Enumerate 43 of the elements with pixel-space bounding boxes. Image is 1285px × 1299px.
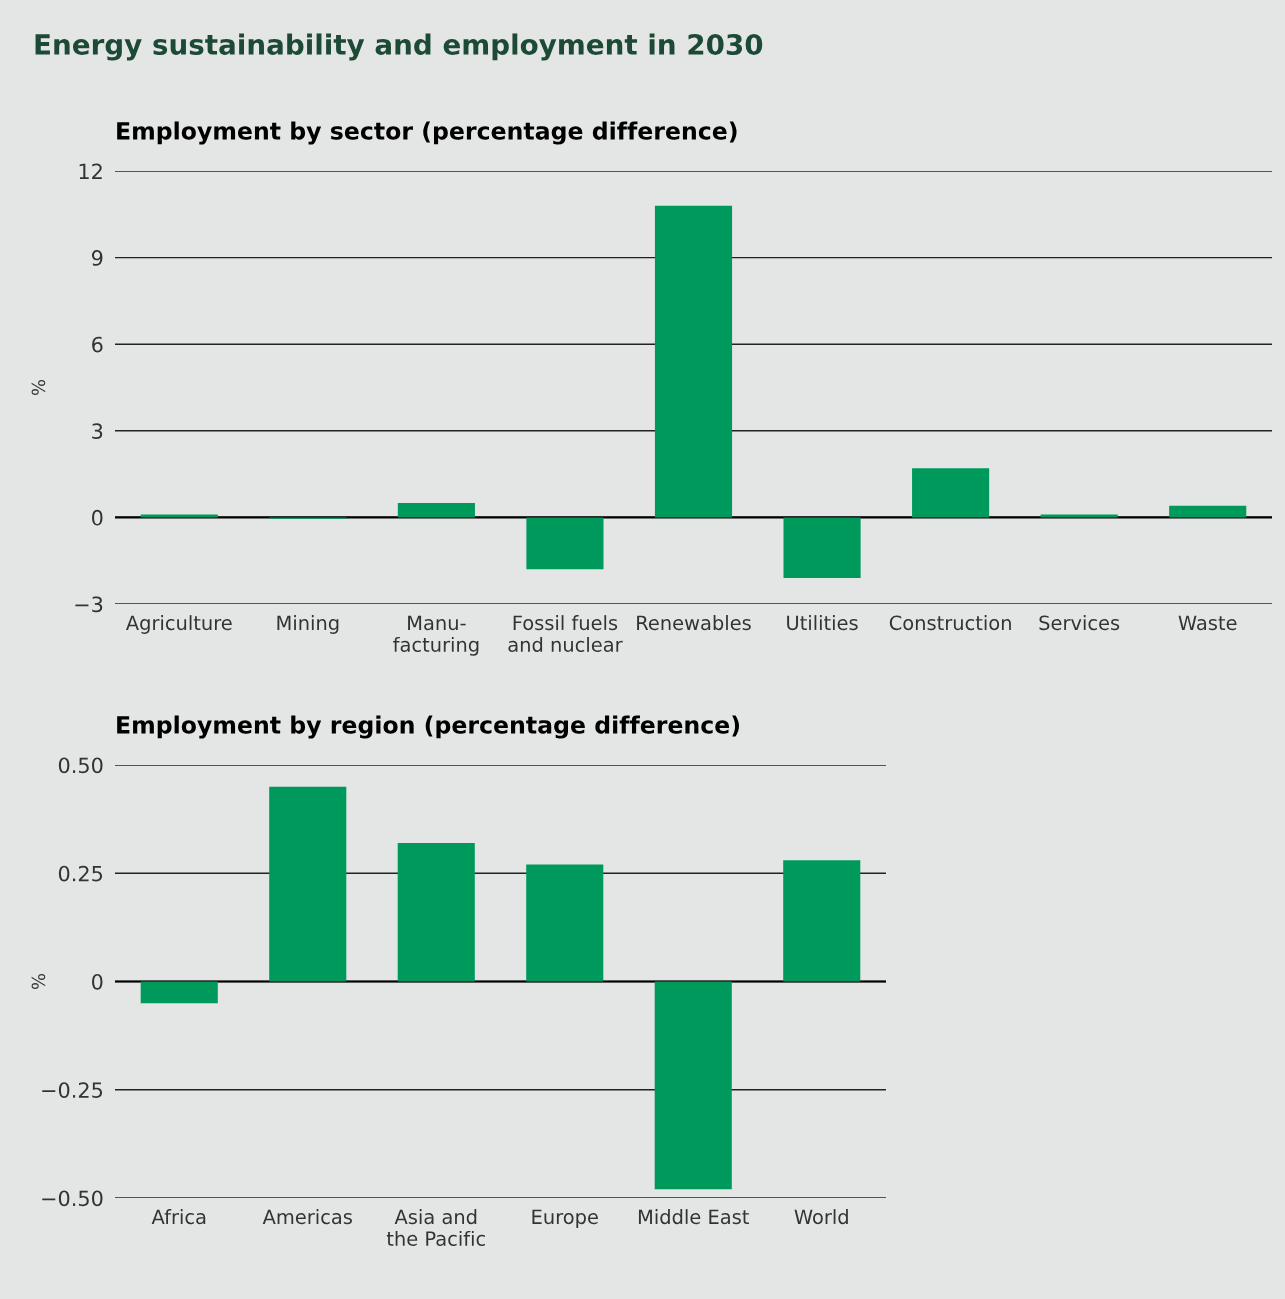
bar — [1169, 505, 1247, 518]
chart-subtitle: Employment by sector (percentage difference) — [117, 121, 737, 145]
bar — [397, 842, 475, 982]
y-tick-label: −0.25 — [42, 1082, 103, 1098]
bar — [654, 205, 733, 518]
x-tick-label: Waste — [1178, 615, 1237, 631]
bar — [397, 502, 475, 518]
bar — [526, 864, 604, 982]
x-tick-label: Manu- facturing — [393, 615, 479, 656]
x-tick-label: Asia and the Pacific — [386, 1209, 485, 1246]
y-tick-label: 3 — [92, 423, 103, 440]
y-axis-title: % — [31, 379, 46, 396]
y-tick-label: 0.50 — [58, 757, 103, 774]
y-tick-label: 0 — [92, 973, 103, 990]
x-tick-label: Middle East — [638, 1209, 749, 1225]
y-tick-label: 0 — [92, 509, 103, 526]
x-tick-label: Services — [1039, 615, 1120, 631]
y-tick-label: −0.50 — [42, 1190, 103, 1207]
chart-title: Energy sustainability and employment in 2030 — [35, 33, 763, 61]
bar — [654, 981, 732, 1190]
x-tick-label: Agriculture — [125, 615, 232, 634]
bar — [912, 468, 990, 518]
y-tick-label: 9 — [91, 250, 103, 266]
y-axis-title: % — [31, 973, 46, 990]
x-tick-label: Fossil fuels and nuclear — [508, 615, 623, 652]
x-tick-label: Africa — [151, 1209, 206, 1225]
y-tick-label: 0.25 — [58, 865, 103, 882]
y-tick-label: −3 — [75, 596, 103, 613]
x-tick-label: Construction — [889, 615, 1011, 631]
bar — [783, 860, 861, 982]
y-tick-label: 12 — [79, 163, 102, 179]
x-tick-label: Europe — [532, 1209, 598, 1228]
x-tick-label: World — [794, 1209, 848, 1225]
x-tick-label: Mining — [277, 615, 339, 634]
bar — [783, 517, 861, 579]
bar — [140, 981, 218, 1004]
y-tick-label: 6 — [92, 336, 103, 353]
x-tick-label: Renewables — [637, 615, 751, 631]
x-tick-label: Utilities — [787, 615, 858, 631]
bar — [269, 786, 347, 982]
chart-title: Employment by region (percentage difference) — [117, 715, 739, 739]
x-tick-label: Americas — [262, 1209, 352, 1225]
bar — [526, 517, 604, 570]
